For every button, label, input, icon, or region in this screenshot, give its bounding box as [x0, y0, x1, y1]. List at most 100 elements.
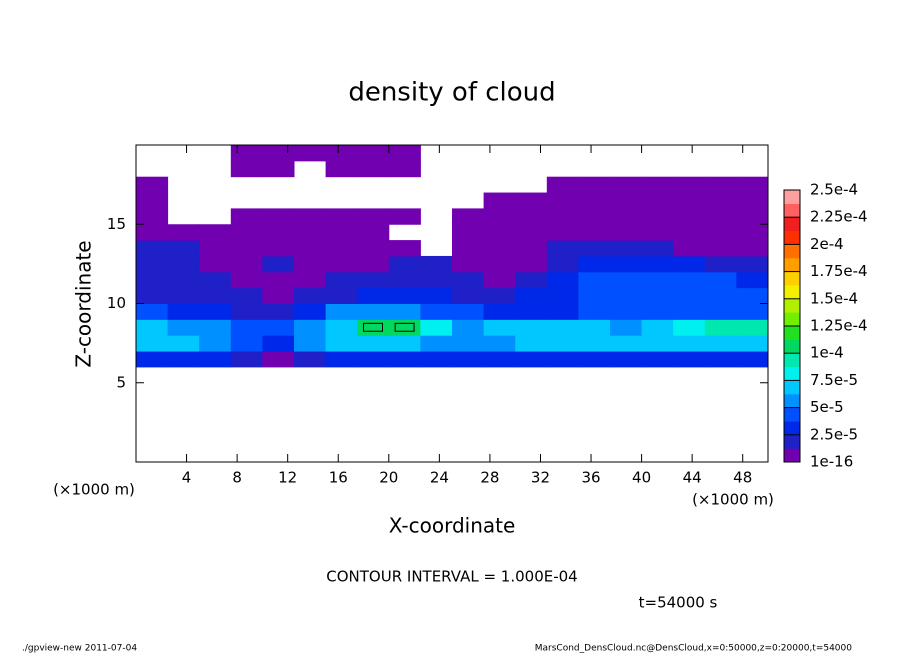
heat-cell — [704, 240, 737, 257]
heat-cell — [483, 271, 516, 289]
colorbar-bin — [784, 203, 800, 218]
heat-cell — [641, 240, 674, 257]
heat-cell — [578, 319, 611, 336]
heat-cell — [610, 271, 643, 289]
heat-cell — [294, 271, 327, 289]
heat-cell — [546, 240, 579, 257]
x-tick-label: 48 — [733, 469, 752, 487]
heat-cell — [325, 287, 358, 304]
y-tick-label: 10 — [107, 294, 126, 312]
heat-cell — [578, 255, 611, 273]
x-tick-label: 32 — [531, 469, 550, 487]
heat-cell — [388, 335, 421, 352]
heat-cell — [452, 319, 485, 336]
heat-cell — [230, 287, 263, 304]
heat-cell — [388, 303, 421, 320]
heat-cell — [704, 255, 737, 273]
heat-cell — [230, 255, 263, 273]
heat-cell — [325, 351, 358, 368]
heat-cell — [357, 303, 390, 320]
x-unit-label: (×1000 m) — [692, 491, 774, 509]
x-axis-label: X-coordinate — [389, 514, 516, 538]
colorbar-bin — [784, 339, 800, 354]
colorbar-bin — [784, 353, 800, 368]
heat-cell — [420, 303, 453, 320]
heat-cell — [673, 287, 706, 304]
heat-cell — [610, 240, 643, 257]
x-tick-label: 16 — [329, 469, 348, 487]
heat-cell — [452, 255, 485, 273]
heat-cell — [704, 208, 737, 225]
heat-cell — [199, 224, 232, 241]
heat-cell — [325, 208, 358, 225]
heat-cell — [420, 351, 453, 368]
heat-cell — [578, 351, 611, 368]
heat-cell — [515, 303, 548, 320]
x-tick-label: 44 — [683, 469, 702, 487]
heat-cell — [546, 351, 579, 368]
heat-cell — [483, 287, 516, 304]
heat-cell — [515, 208, 548, 225]
heat-cell — [704, 192, 737, 209]
heat-cell — [199, 255, 232, 273]
heat-cell — [136, 303, 169, 320]
heat-cell — [641, 208, 674, 225]
heat-cell — [673, 255, 706, 273]
heat-cell — [610, 303, 643, 320]
chart-title: density of cloud — [348, 78, 555, 108]
heat-cell — [167, 271, 200, 289]
heat-cell — [704, 224, 737, 241]
heat-cell — [673, 303, 706, 320]
heat-cell — [136, 287, 169, 304]
colorbar-tick-label: 1e-16 — [810, 453, 853, 471]
heat-cell — [136, 240, 169, 257]
heat-cell — [483, 240, 516, 257]
heat-cell — [704, 287, 737, 304]
heat-cell — [452, 224, 485, 241]
heat-cell — [704, 335, 737, 352]
heat-cell — [641, 255, 674, 273]
colorbar-bin — [784, 258, 800, 272]
heat-cell — [578, 335, 611, 352]
heat-cell — [325, 240, 358, 257]
heat-cell — [673, 240, 706, 257]
heat-cell — [483, 192, 516, 209]
footer-left: ./gpview-new 2011-07-04 — [22, 644, 137, 654]
heat-cell — [199, 271, 232, 289]
heat-cell — [294, 208, 327, 225]
heat-cell — [294, 287, 327, 304]
contour-line — [394, 322, 415, 332]
heat-cell — [357, 224, 390, 241]
heat-cell — [704, 176, 737, 194]
colorbar-tick-label: 1.25e-4 — [810, 317, 868, 335]
colorbar-bin — [784, 244, 800, 259]
footer-right: MarsCond_DensCloud.nc@DensCloud,x=0:5000… — [535, 644, 852, 654]
heat-cell — [483, 319, 516, 336]
heat-cell — [673, 335, 706, 352]
heat-cell — [388, 160, 421, 178]
heat-cell — [578, 192, 611, 209]
x-unit-label: (×1000 m) — [53, 481, 135, 499]
heat-cell — [262, 335, 295, 352]
heat-cell — [357, 287, 390, 304]
heat-cell — [136, 192, 169, 209]
heat-cell — [452, 287, 485, 304]
heat-cell — [483, 208, 516, 225]
heat-cell — [452, 240, 485, 257]
colorbar-bin — [784, 421, 800, 436]
heat-cell — [357, 208, 390, 225]
heat-cell — [136, 271, 169, 289]
colorbar-tick-label: 2e-4 — [810, 235, 844, 253]
heat-cell — [388, 240, 421, 257]
heat-cell — [136, 335, 169, 352]
heat-cell — [673, 192, 706, 209]
heat-cell — [230, 240, 263, 257]
heat-cell — [610, 255, 643, 273]
heat-cell — [641, 319, 674, 336]
heat-cell — [167, 224, 200, 241]
colorbar-bin — [784, 434, 800, 449]
heat-cell — [578, 176, 611, 194]
heat-cell — [610, 335, 643, 352]
heat-cell — [325, 271, 358, 289]
